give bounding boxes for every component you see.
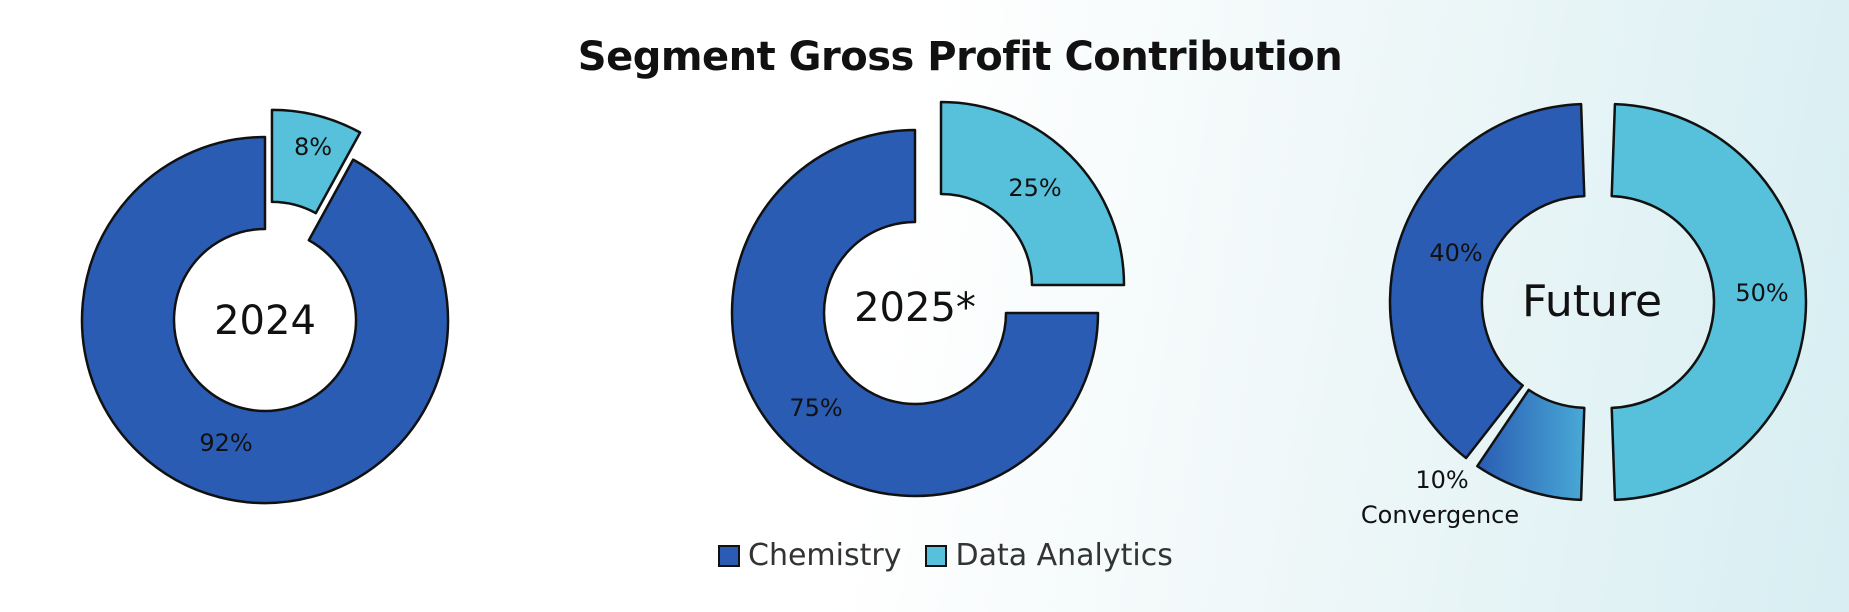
chart-title: Segment Gross Profit Contribution [577,34,1343,80]
legend-label-chemistry: Chemistry [748,538,902,573]
slice-2024-chemistry [80,135,450,505]
donut-center-label: 2024 [214,298,316,344]
donut-center-label: Future [1522,276,1662,327]
data-label-chemistry: 75% [789,394,842,422]
data-label-data-analytics: 8% [294,133,332,161]
data-sublabel-convergence: Convergence [1361,501,1519,529]
legend-swatch-data-analytics [925,544,948,567]
slice-future-data-analytics [1610,102,1808,502]
chart-legend: Chemistry Data Analytics [718,538,1173,573]
slice-future-convergence [1476,388,1586,502]
slice-2025-data-analytics [939,100,1126,287]
legend-item-chemistry: Chemistry [718,538,901,573]
legend-item-data-analytics: Data Analytics [925,538,1173,573]
data-label-convergence: 10% [1415,466,1468,494]
data-label-chemistry: 40% [1429,239,1482,267]
slice-2024-data-analytics [270,108,362,215]
donut-center-label: 2025* [854,285,976,331]
data-label-data-analytics: 50% [1735,279,1788,307]
slice-future-chemistry [1388,102,1586,460]
slice-2025-chemistry [730,128,1100,498]
data-label-chemistry: 92% [199,429,252,457]
legend-swatch-chemistry [718,544,740,567]
data-label-data-analytics: 25% [1008,174,1061,202]
legend-label-data-analytics: Data Analytics [955,538,1173,573]
